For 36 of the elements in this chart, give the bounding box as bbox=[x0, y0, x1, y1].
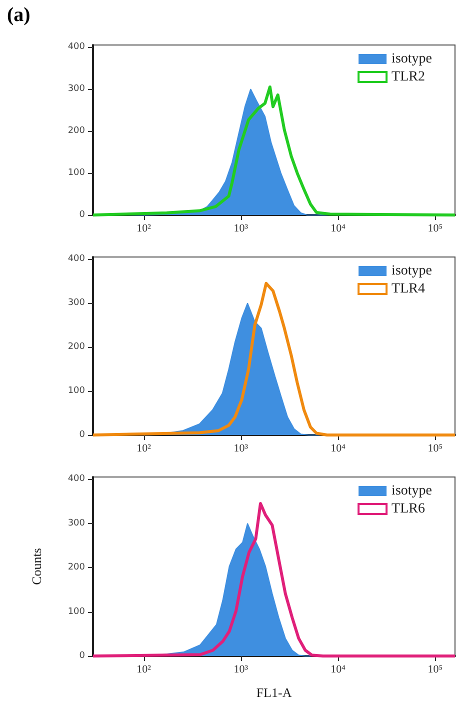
legend-label: isotype bbox=[392, 484, 432, 498]
y-tick-label: 0 bbox=[79, 430, 86, 440]
y-tick-label: 400 bbox=[68, 42, 86, 52]
y-tick-label: 200 bbox=[68, 342, 86, 352]
chart-title: (a) bbox=[7, 4, 30, 26]
y-tick-label: 400 bbox=[68, 474, 86, 484]
legend-label: TLR4 bbox=[392, 282, 426, 296]
y-tick-label: 100 bbox=[68, 606, 86, 617]
y-tick-label: 100 bbox=[68, 168, 86, 178]
y-axis-title: Counts bbox=[29, 548, 44, 585]
y-tick-label: 0 bbox=[79, 210, 86, 220]
y-tick-label: 200 bbox=[68, 562, 86, 573]
x-tick-label: 10⁴ bbox=[330, 222, 346, 234]
x-tick-label: 10³ bbox=[234, 222, 249, 234]
y-tick-label: 400 bbox=[68, 254, 86, 264]
y-tick-label: 300 bbox=[68, 84, 86, 94]
legend-label: isotype bbox=[392, 52, 432, 66]
x-tick-label: 10³ bbox=[234, 664, 249, 676]
legend-label: isotype bbox=[392, 264, 432, 278]
y-tick-label: 300 bbox=[68, 518, 86, 528]
x-tick-label: 10⁵ bbox=[428, 442, 443, 454]
x-tick-label: 10² bbox=[136, 222, 152, 234]
legend-label: TLR6 bbox=[392, 502, 426, 516]
x-tick-label: 10⁵ bbox=[428, 222, 443, 234]
y-tick-label: 0 bbox=[79, 651, 86, 661]
x-axis-title: FL1-A bbox=[256, 685, 292, 700]
x-tick-label: 10² bbox=[136, 442, 152, 454]
x-tick-label: 10⁴ bbox=[330, 442, 346, 454]
y-tick-label: 300 bbox=[68, 298, 86, 308]
y-tick-label: 200 bbox=[68, 126, 86, 136]
x-tick-label: 10⁴ bbox=[330, 664, 346, 676]
legend-label: TLR2 bbox=[392, 70, 426, 84]
x-tick-label: 10² bbox=[136, 664, 152, 676]
x-tick-label: 10³ bbox=[234, 442, 249, 454]
y-tick-label: 100 bbox=[68, 386, 86, 396]
x-tick-label: 10⁵ bbox=[428, 664, 443, 676]
